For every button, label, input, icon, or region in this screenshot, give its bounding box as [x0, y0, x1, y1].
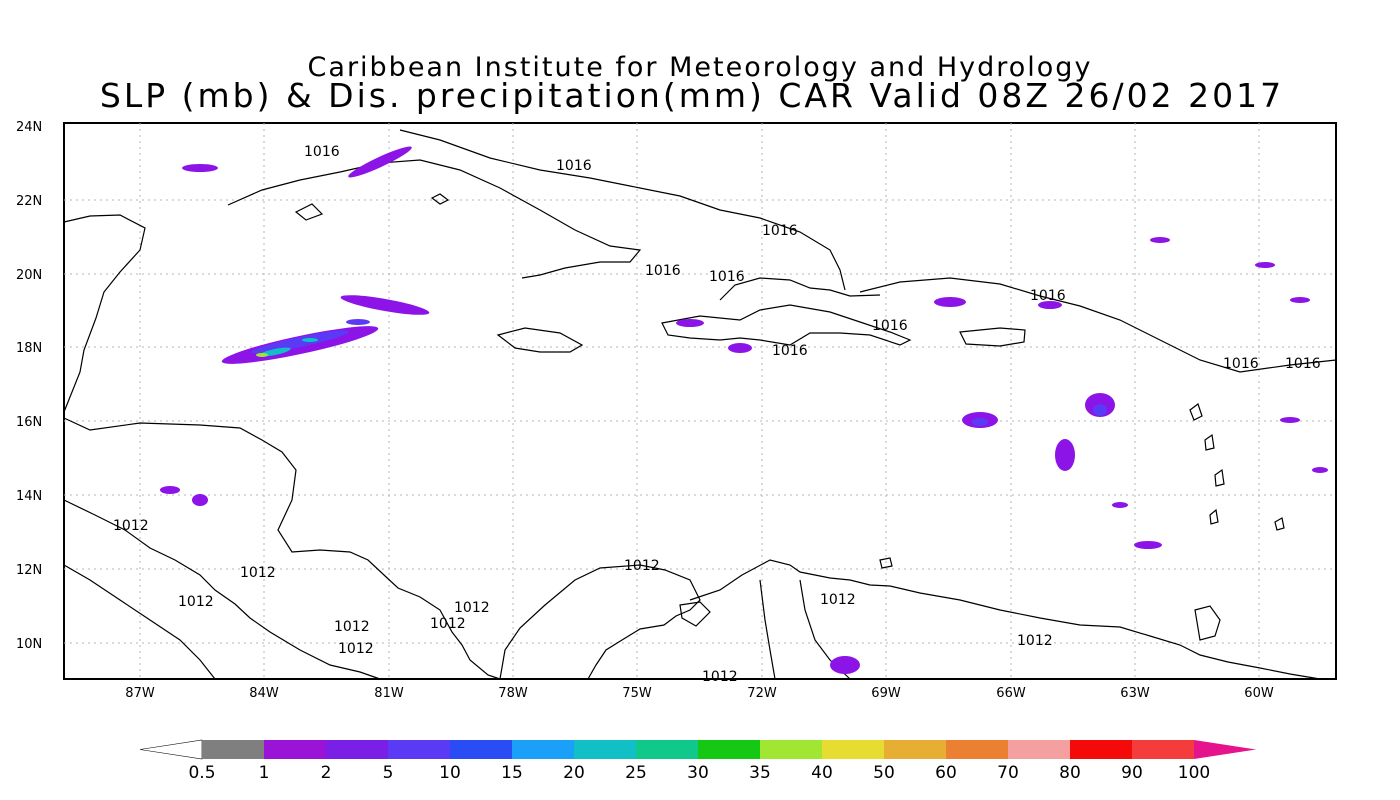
lon-tick-label: 84W [249, 686, 279, 701]
lon-tick-label: 78W [498, 686, 528, 701]
isobar-label: 1012 [178, 594, 214, 610]
lon-tick-label: 81W [374, 686, 404, 701]
colorbar-label: 1 [259, 763, 270, 783]
lon-tick-label: 66W [996, 686, 1026, 701]
isobar-label: 1012 [334, 619, 370, 635]
coastlines [63, 129, 1337, 680]
isobar-label: 1012 [1017, 633, 1053, 649]
lat-tick-label: 22N [16, 194, 42, 209]
colorbar-label: 20 [563, 763, 585, 783]
isobar-label: 1012 [240, 565, 276, 581]
colorbar-swatch [822, 740, 884, 759]
isobar-label: 1012 [702, 669, 738, 685]
colorbar-swatch [388, 740, 450, 759]
isobar-label: 1016 [1030, 288, 1066, 304]
colorbar-label: 100 [1178, 763, 1210, 783]
isobar-label: 1016 [709, 269, 745, 285]
isobar-label: 1016 [772, 343, 808, 359]
colorbar-swatch [326, 740, 388, 759]
colorbar-label: 25 [625, 763, 647, 783]
colorbar-swatch [1070, 740, 1132, 759]
colorbar-label: 90 [1121, 763, 1143, 783]
colorbar-swatch [698, 740, 760, 759]
colorbar-swatch [1008, 740, 1070, 759]
isobar-label: 1016 [1223, 356, 1259, 372]
colorbar-max-arrow [1194, 740, 1256, 759]
colorbar-swatch [202, 740, 264, 759]
colorbar-swatch [574, 740, 636, 759]
isobar-label: 1012 [338, 641, 374, 657]
colorbar-swatch [946, 740, 1008, 759]
isobar-label: 1016 [304, 144, 340, 160]
grid-lines [64, 123, 1336, 679]
isobar-label: 1012 [820, 592, 856, 608]
lat-tick-label: 24N [16, 120, 42, 135]
colorbar-label: 60 [935, 763, 957, 783]
lat-tick-label: 18N [16, 341, 42, 356]
colorbar-label: 5 [383, 763, 394, 783]
colorbar-label: 80 [1059, 763, 1081, 783]
colorbar-label: 10 [439, 763, 461, 783]
lat-tick-label: 16N [16, 415, 42, 430]
lon-tick-label: 60W [1244, 686, 1274, 701]
colorbar-label: 70 [997, 763, 1019, 783]
isobar-label: 1012 [454, 600, 490, 616]
colorbar-swatch [1132, 740, 1194, 759]
colorbar-label: 2 [321, 763, 332, 783]
lat-tick-label: 14N [16, 489, 42, 504]
lat-axis: 24N 22N 20N 18N 16N 14N 12N 10N [16, 120, 42, 652]
lat-tick-label: 20N [16, 268, 42, 283]
colorbar-min-arrow [139, 739, 203, 760]
title-line-2: SLP (mb) & Dis. precipitation(mm) CAR Va… [99, 76, 1285, 115]
isobar-label: 1012 [113, 518, 149, 534]
lon-axis: 87W 84W 81W 78W 75W 72W 69W 66W 63W 60W [125, 686, 1274, 701]
isobar-label: 1016 [645, 263, 681, 279]
colorbar-label: 35 [749, 763, 771, 783]
colorbar-label: 50 [873, 763, 895, 783]
isobar-label: 1016 [1285, 356, 1321, 372]
isobar-label: 1016 [872, 318, 908, 334]
colorbar-swatch [636, 740, 698, 759]
colorbar: 0.5 1 2 5 10 15 20 25 30 35 40 50 60 70 80 90 100 [139, 739, 1256, 783]
colorbar-swatch [512, 740, 574, 759]
lon-tick-label: 87W [125, 686, 155, 701]
colorbar-label: 15 [501, 763, 523, 783]
colorbar-swatch [450, 740, 512, 759]
isobar-label: 1016 [556, 158, 592, 174]
lon-tick-label: 63W [1120, 686, 1150, 701]
isobar-labels: 1016 1016 1016 1016 1016 1016 1016 1016 … [113, 144, 1321, 685]
isobar-label: 1016 [762, 223, 798, 239]
isobar-label: 1012 [624, 558, 660, 574]
colorbar-swatch [760, 740, 822, 759]
lat-tick-label: 12N [16, 563, 42, 578]
lon-tick-label: 69W [871, 686, 901, 701]
colorbar-label: 30 [687, 763, 709, 783]
lon-tick-label: 75W [622, 686, 652, 701]
precipitation-field [160, 146, 1328, 674]
lat-tick-label: 10N [16, 637, 42, 652]
lon-tick-label: 72W [747, 686, 777, 701]
colorbar-label: 40 [811, 763, 833, 783]
colorbar-swatch [884, 740, 946, 759]
colorbar-label: 0.5 [188, 763, 215, 783]
colorbar-swatch [264, 740, 326, 759]
map-frame [63, 122, 1337, 680]
title-line-1: Caribbean Institute for Meteorology and … [307, 52, 1093, 83]
isobar-label: 1012 [430, 616, 466, 632]
